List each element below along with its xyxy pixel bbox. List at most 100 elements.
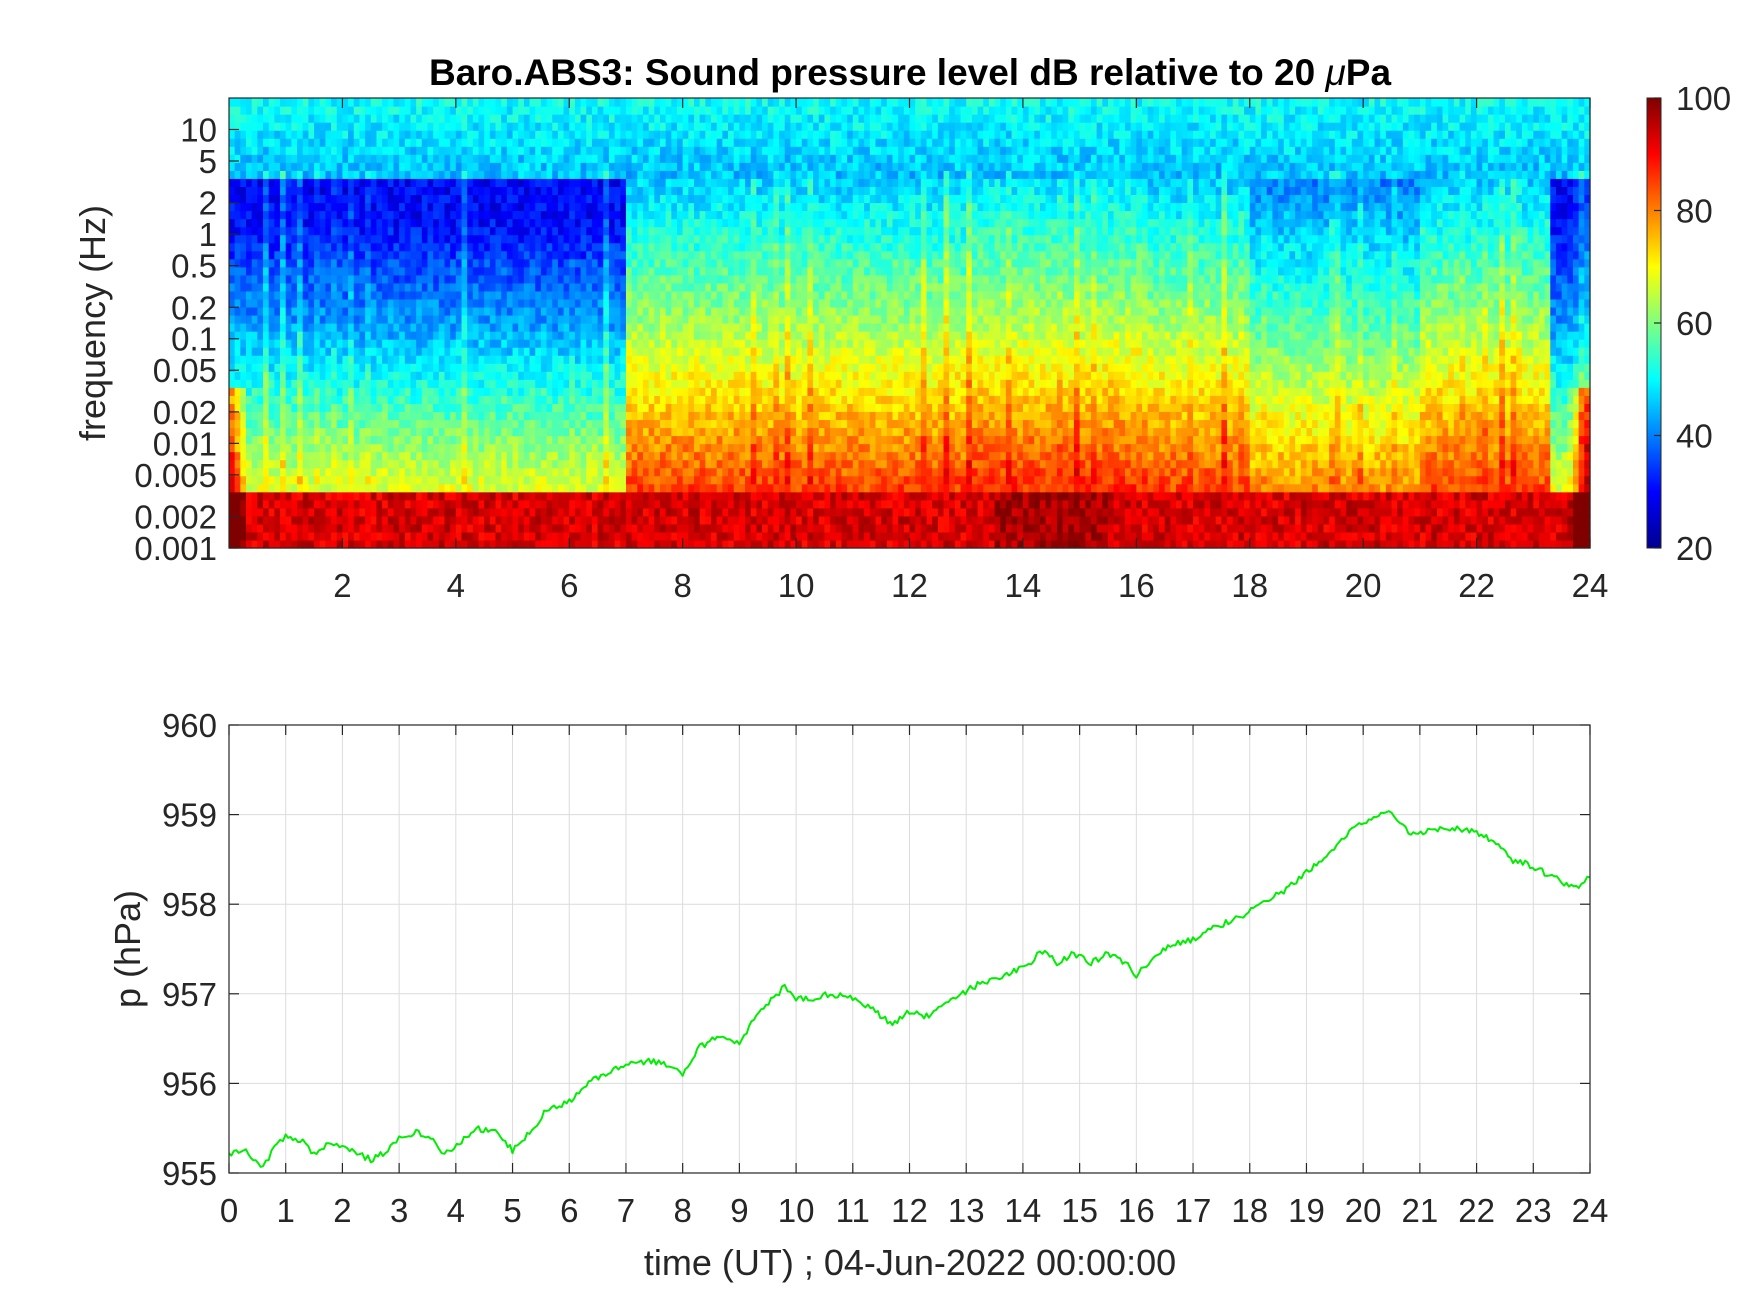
spectrogram-cell xyxy=(450,347,457,356)
spectrogram-cell xyxy=(234,339,241,348)
spectrogram-cell xyxy=(450,226,457,236)
spectrogram-cell xyxy=(370,403,378,412)
spectrogram-cell xyxy=(728,339,735,348)
spectrogram-cell xyxy=(688,138,695,147)
spectrogram-cell xyxy=(518,162,525,171)
spectrogram-cell xyxy=(620,122,627,131)
spectrogram-cell xyxy=(535,122,542,131)
spectrogram-cell xyxy=(586,483,593,493)
spectrogram-cell xyxy=(688,427,695,437)
spectrogram-cell xyxy=(308,363,315,372)
spectrogram-cell xyxy=(677,194,684,204)
spectrogram-cell xyxy=(574,210,582,220)
spectrogram-cell xyxy=(404,242,412,252)
spectrogram-cell xyxy=(308,387,315,396)
spectrogram-cell xyxy=(370,531,378,541)
spectrogram-cell xyxy=(421,106,429,115)
spectrogram-cell xyxy=(444,323,451,332)
spectrogram-cell xyxy=(506,314,514,324)
spectrogram-cell xyxy=(614,266,621,276)
spectrogram-cell xyxy=(728,186,735,196)
spectrogram-cell xyxy=(654,154,661,163)
spectrogram-cell xyxy=(455,130,463,139)
spectrogram-cell xyxy=(444,419,451,429)
spectrogram-cell xyxy=(370,170,378,179)
spectrogram-cell xyxy=(540,170,548,179)
spectrogram-cell xyxy=(603,475,610,485)
spectrogram-cell xyxy=(342,130,349,139)
spectrogram-cell xyxy=(540,435,548,445)
spectrogram-cell xyxy=(614,162,621,171)
spectrogram-cell xyxy=(603,363,610,372)
spectrogram-cell xyxy=(336,226,344,236)
spectrogram-cell xyxy=(608,427,616,437)
spectrogram-cell xyxy=(512,483,519,493)
spectrogram-cell xyxy=(557,419,565,429)
spectrogram-cell xyxy=(427,355,434,364)
spectrogram-cell xyxy=(506,162,514,171)
spectrogram-cell xyxy=(512,331,519,340)
spectrogram-cell xyxy=(574,194,582,204)
spectrogram-cell xyxy=(382,403,389,412)
spectrogram-cell xyxy=(728,539,735,549)
spectrogram-cell xyxy=(659,314,667,324)
spectrogram-cell xyxy=(274,379,281,388)
spectrogram-cell xyxy=(387,250,395,260)
spectrogram-cell xyxy=(495,419,502,429)
spectrogram-cell xyxy=(325,403,332,412)
spectrogram-cell xyxy=(535,403,542,412)
spectrogram-cell xyxy=(427,467,434,477)
spectrogram-cell xyxy=(677,435,684,445)
spectrogram-cell xyxy=(359,523,366,533)
spectrogram-cell xyxy=(285,314,292,324)
spectrogram-cell xyxy=(359,491,366,501)
spectrogram-cell xyxy=(421,491,429,501)
spectrogram-cell xyxy=(229,483,236,493)
spectrogram-cell xyxy=(308,234,315,244)
spectrogram-cell xyxy=(421,459,429,469)
spectrogram-cell xyxy=(563,186,570,196)
spectrogram-cell xyxy=(546,443,553,453)
spectrogram-cell xyxy=(648,314,655,324)
spectrogram-cell xyxy=(478,467,485,477)
spectrogram-cell xyxy=(608,234,616,244)
spectrogram-cell xyxy=(682,387,689,396)
spectrogram-cell xyxy=(711,531,718,541)
spectrogram-cell xyxy=(728,387,735,396)
spectrogram-cell xyxy=(410,387,417,396)
spectrogram-cell xyxy=(518,483,525,493)
spectrogram-cell xyxy=(518,371,525,380)
spectrogram-cell xyxy=(433,403,440,412)
spectrogram-cell xyxy=(353,491,361,501)
spectrogram-cell xyxy=(308,499,315,509)
spectrogram-cell xyxy=(552,451,559,461)
spectrogram-cell xyxy=(682,146,689,155)
spectrogram-cell xyxy=(285,371,292,380)
spectrogram-cell xyxy=(665,306,672,316)
spectrogram-cell xyxy=(574,258,582,268)
spectrogram-cell xyxy=(512,355,519,364)
spectrogram-cell xyxy=(325,234,332,244)
spectrogram-cell xyxy=(336,411,344,421)
spectrogram-cell xyxy=(631,130,638,139)
spectrogram-cell xyxy=(438,355,446,364)
spectrogram-cell xyxy=(540,451,548,461)
spectrogram-cell xyxy=(631,314,638,324)
spectrogram-cell xyxy=(308,258,315,268)
spectrogram-cell xyxy=(637,154,644,163)
spectrogram-cell xyxy=(716,202,723,212)
spectrogram-cell xyxy=(631,266,638,276)
spectrogram-cell xyxy=(711,347,718,356)
spectrogram-cell xyxy=(263,138,270,147)
spectrogram-cell xyxy=(654,451,661,461)
spectrogram-cell xyxy=(291,218,298,228)
spectrogram-cell xyxy=(489,242,497,252)
spectrogram-cell xyxy=(563,379,570,388)
spectrogram-cell xyxy=(433,523,440,533)
spectrogram-cell xyxy=(297,274,304,284)
spectrogram-cell xyxy=(705,387,712,396)
spectrogram-cell xyxy=(648,122,655,131)
spectrogram-cell xyxy=(637,387,644,396)
spectrogram-cell xyxy=(331,306,338,316)
spectrogram-cell xyxy=(257,411,264,421)
